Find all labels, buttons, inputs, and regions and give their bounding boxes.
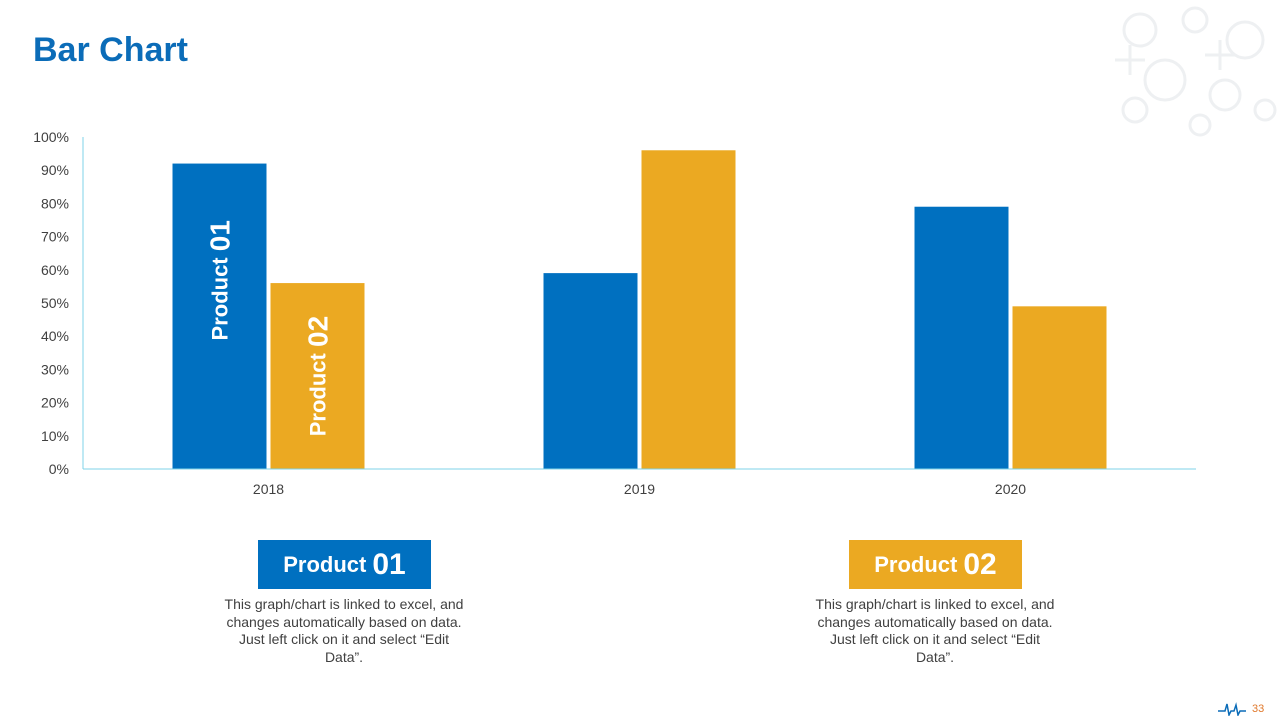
bar-product-01-2019 — [543, 273, 638, 469]
y-tick-label: 0% — [49, 461, 69, 477]
x-tick-label: 2019 — [624, 481, 655, 497]
bar-label-product-02: Product 02 — [302, 316, 333, 436]
x-tick-label: 2020 — [995, 481, 1026, 497]
y-tick-label: 30% — [41, 361, 69, 377]
y-tick-label: 10% — [41, 428, 69, 444]
bar-product-02-2020 — [1012, 306, 1107, 469]
heartbeat-logo-icon — [1218, 702, 1246, 716]
y-tick-label: 20% — [41, 395, 69, 411]
medical-icons-decoration — [1115, 6, 1277, 137]
bar-product-01-2018 — [172, 163, 267, 469]
bar-product-02-2018 — [270, 283, 365, 469]
bar-product-02-2019 — [641, 150, 736, 469]
page-number: 33 — [1252, 703, 1265, 715]
legend-product-01-word: Product — [283, 551, 367, 577]
bar-product-01-2020 — [914, 206, 1009, 469]
y-tick-label: 60% — [41, 262, 69, 278]
legend-product-02-description: This graph/chart is linked to excel, and… — [815, 596, 1055, 665]
y-tick-label: 50% — [41, 295, 69, 311]
legend-product-01-description: This graph/chart is linked to excel, and… — [224, 596, 464, 665]
y-tick-label: 70% — [41, 229, 69, 245]
legend-product-01-number: 01 — [372, 547, 406, 581]
y-tick-label: 80% — [41, 195, 69, 211]
legend-product-02-word: Product — [874, 551, 958, 577]
legend-product-01: Product 01 — [258, 540, 431, 589]
slide-title: Bar Chart — [33, 31, 188, 69]
x-tick-label: 2018 — [253, 481, 284, 497]
y-tick-label: 90% — [41, 162, 69, 178]
y-tick-label: 100% — [33, 129, 69, 145]
y-tick-label: 40% — [41, 328, 69, 344]
legend-product-02: Product 02 — [849, 540, 1022, 589]
legend-product-02-number: 02 — [963, 547, 997, 581]
bar-label-product-01: Product 01 — [204, 220, 235, 340]
